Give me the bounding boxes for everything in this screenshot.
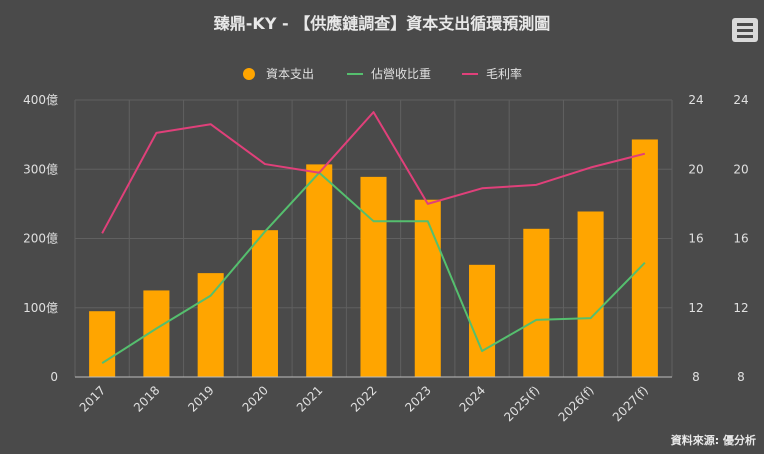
legend-marker bbox=[243, 68, 255, 80]
y-right-outer-tick-label: 8 bbox=[737, 370, 745, 384]
bar-series bbox=[89, 139, 658, 377]
y-right-outer-tick-label: 16 bbox=[733, 232, 748, 246]
chart-legend[interactable]: 資本支出 佔營收比重 毛利率 bbox=[243, 66, 522, 81]
x-tick-label: 2025(f) bbox=[501, 383, 542, 424]
bar bbox=[251, 230, 278, 377]
y-left-tick-label: 200億 bbox=[23, 232, 58, 246]
y-left-tick-label: 400億 bbox=[23, 93, 58, 107]
y-right-tick-label: 24 bbox=[688, 93, 703, 107]
y-right-tick-label: 20 bbox=[688, 162, 703, 176]
x-tick-label: 2023 bbox=[402, 383, 433, 414]
y-right-outer-tick-label: 24 bbox=[733, 93, 748, 107]
line-series bbox=[101, 111, 646, 364]
hamburger-menu-icon[interactable] bbox=[732, 18, 758, 42]
bar bbox=[197, 273, 224, 377]
bar bbox=[577, 211, 604, 377]
series-line bbox=[101, 171, 646, 364]
source-credit: 資料來源: 優分析 bbox=[670, 434, 756, 447]
y-right-tick-label: 16 bbox=[688, 232, 703, 246]
series-line bbox=[101, 111, 646, 234]
y-left-tick-label: 0 bbox=[50, 370, 58, 384]
x-tick-label: 2017 bbox=[77, 383, 108, 414]
chart-title: 臻鼎-KY - 【供應鏈調查】資本支出循環預測圖 bbox=[213, 14, 551, 33]
y-right-tick-label: 12 bbox=[688, 301, 703, 315]
bar bbox=[523, 228, 550, 377]
x-tick-label: 2019 bbox=[185, 383, 216, 414]
x-tick-label: 2024 bbox=[457, 383, 488, 414]
x-tick-label: 2027(f) bbox=[610, 383, 651, 424]
x-tick-label: 2026(f) bbox=[556, 383, 597, 424]
y-left-tick-label: 300億 bbox=[23, 162, 58, 176]
legend-label: 佔營收比重 bbox=[371, 67, 431, 81]
bar bbox=[360, 176, 387, 377]
x-tick-label: 2018 bbox=[131, 383, 162, 414]
bar bbox=[89, 311, 116, 377]
bar bbox=[306, 164, 333, 377]
x-tick-label: 2021 bbox=[294, 383, 325, 414]
y-left-tick-label: 100億 bbox=[23, 301, 58, 315]
bar bbox=[469, 264, 496, 377]
y-right-outer-tick-label: 12 bbox=[733, 301, 748, 315]
bar bbox=[414, 199, 441, 377]
y-right-tick-label: 8 bbox=[692, 370, 700, 384]
x-tick-label: 2020 bbox=[240, 383, 271, 414]
bar bbox=[631, 139, 658, 377]
x-tick-label: 2022 bbox=[348, 383, 379, 414]
legend-label: 毛利率 bbox=[486, 66, 522, 81]
legend-label: 資本支出 bbox=[266, 67, 314, 81]
y-right-outer-tick-label: 20 bbox=[733, 162, 748, 176]
